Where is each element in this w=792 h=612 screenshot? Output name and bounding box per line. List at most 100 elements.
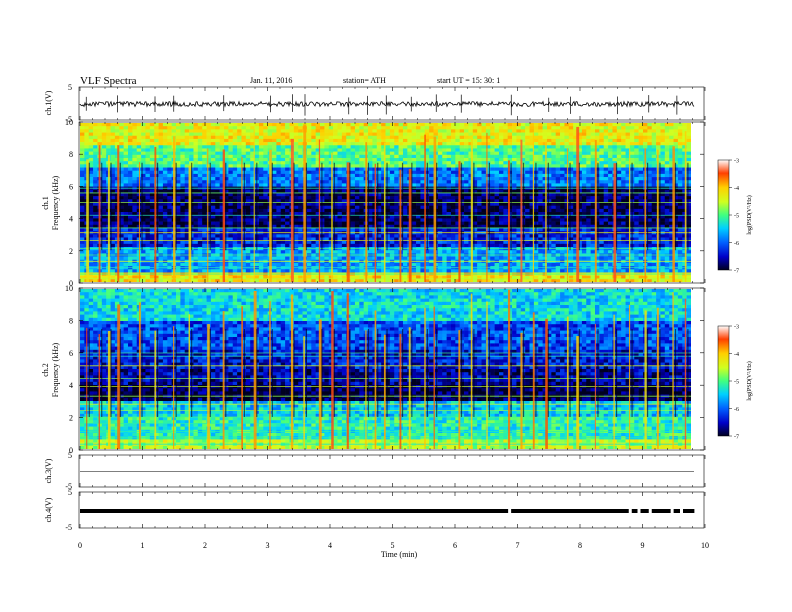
sferic-streak	[399, 333, 402, 449]
y-tick-label: 2	[69, 414, 73, 423]
sferic-dark	[349, 162, 351, 251]
y-tick-label: 4	[69, 215, 73, 224]
ch4-gap	[637, 508, 641, 514]
y-tick-label: 0	[69, 446, 73, 455]
sferic-streak	[433, 306, 435, 449]
sferic-streak	[408, 327, 411, 449]
sferic-dark	[436, 162, 438, 251]
sferic-streak	[154, 330, 157, 449]
sferic-dark	[88, 329, 90, 417]
sferic-streak	[207, 324, 210, 449]
sferic-dark	[333, 329, 335, 417]
sferic-streak	[532, 312, 535, 449]
y-tick-label: 5	[68, 83, 72, 92]
sferic-streak	[253, 129, 255, 282]
sferic-streak	[684, 131, 687, 282]
sferic-streak	[117, 304, 121, 449]
y-tick-label: -5	[65, 482, 72, 491]
sferic-dark	[646, 329, 649, 417]
sferic-dark	[333, 162, 335, 251]
sferic-streak	[644, 148, 647, 282]
start-time-label: start UT = 15: 30: 1	[437, 76, 500, 85]
ch1-waveform	[79, 94, 695, 116]
sferic-streak	[365, 330, 367, 449]
sferic-streak	[613, 163, 617, 282]
sferic-streak	[408, 168, 412, 282]
sferic-streak	[566, 148, 569, 282]
sferic-dark	[569, 329, 571, 417]
sferic-streak	[424, 134, 426, 282]
sferic-dark	[522, 162, 525, 251]
sferic-streak	[656, 307, 659, 449]
sferic-streak	[545, 141, 547, 282]
sferic-streak	[269, 149, 272, 282]
sferic-streak	[566, 316, 569, 449]
ch4-waveform-frame	[78, 491, 705, 529]
sferic-streak	[576, 126, 580, 282]
sferic-dark	[209, 329, 211, 417]
sferic-streak	[458, 161, 461, 282]
x-tick-label: 2	[203, 541, 207, 550]
ch1-waveform-frame	[78, 86, 705, 121]
sferic-streak	[331, 291, 334, 449]
y-tick-label: 4	[69, 381, 73, 390]
sferic-dark	[377, 162, 379, 251]
ch1-spectrogram-ylabel: ch.1	[41, 196, 50, 210]
sferic-dark	[141, 329, 143, 417]
sferic-streak	[241, 156, 243, 282]
sferic-dark	[367, 162, 370, 251]
ch3-waveform-ylabel: ch.3(V)	[44, 458, 53, 483]
colorbar-tick-label: -6	[734, 241, 739, 247]
sferic-dark	[659, 162, 661, 251]
y-tick-label: 8	[69, 316, 73, 325]
figure-title: VLF Spectra	[80, 75, 137, 87]
sferic-streak	[470, 293, 473, 449]
sferic-dark	[659, 329, 661, 417]
x-tick-label: 5	[391, 541, 395, 550]
sferic-streak	[107, 155, 110, 282]
sferic-dark	[674, 162, 677, 251]
sferic-streak	[470, 135, 473, 282]
sferic-dark	[578, 329, 580, 417]
ch1-spectrogram	[80, 123, 691, 282]
sferic-dark	[535, 329, 537, 417]
sferic-dark	[225, 162, 227, 251]
sferic-dark	[411, 162, 413, 251]
sferic-streak	[628, 304, 631, 449]
sferic-dark	[110, 329, 112, 417]
sferic-dark	[293, 329, 295, 417]
sferic-dark	[547, 162, 549, 251]
x-axis-label: Time (min)	[381, 550, 418, 559]
x-tick-label: 6	[453, 541, 457, 550]
sferic-dark	[243, 162, 245, 251]
date-label: Jan. 11, 2016	[250, 76, 292, 85]
sferic-streak	[532, 133, 535, 282]
sferic-streak	[346, 162, 350, 282]
ch4-trace	[80, 509, 695, 513]
colorbar-tick-label: -3	[734, 325, 739, 331]
sferic-streak	[188, 165, 192, 282]
colorbar-tick-label: -5	[734, 214, 739, 220]
sferic-dark	[175, 162, 177, 251]
sferic-streak	[383, 142, 386, 282]
sferic-streak	[138, 302, 141, 449]
sferic-streak	[458, 330, 461, 449]
y-tick-label: 2	[69, 247, 73, 256]
sferic-streak	[241, 306, 243, 449]
ch2-colorbar	[717, 325, 730, 437]
sferic-streak	[318, 139, 321, 282]
sferic-dark	[535, 162, 537, 251]
y-tick-label: 10	[65, 118, 73, 127]
sferic-dark	[175, 329, 177, 417]
sferic-streak	[138, 162, 140, 282]
sferic-streak	[520, 332, 523, 449]
sferic-streak	[576, 336, 580, 449]
sferic-dark	[510, 329, 512, 417]
waveform-trace	[79, 100, 695, 108]
ch1-colorbar-label: log(PSD(V²/Hz)	[746, 195, 753, 234]
x-tick-label: 0	[78, 541, 82, 550]
sferic-dark	[631, 162, 633, 251]
sferic-streak	[117, 145, 120, 282]
ch2-spectrogram-ylabel: ch.2	[41, 363, 50, 377]
sferic-streak	[86, 327, 88, 449]
